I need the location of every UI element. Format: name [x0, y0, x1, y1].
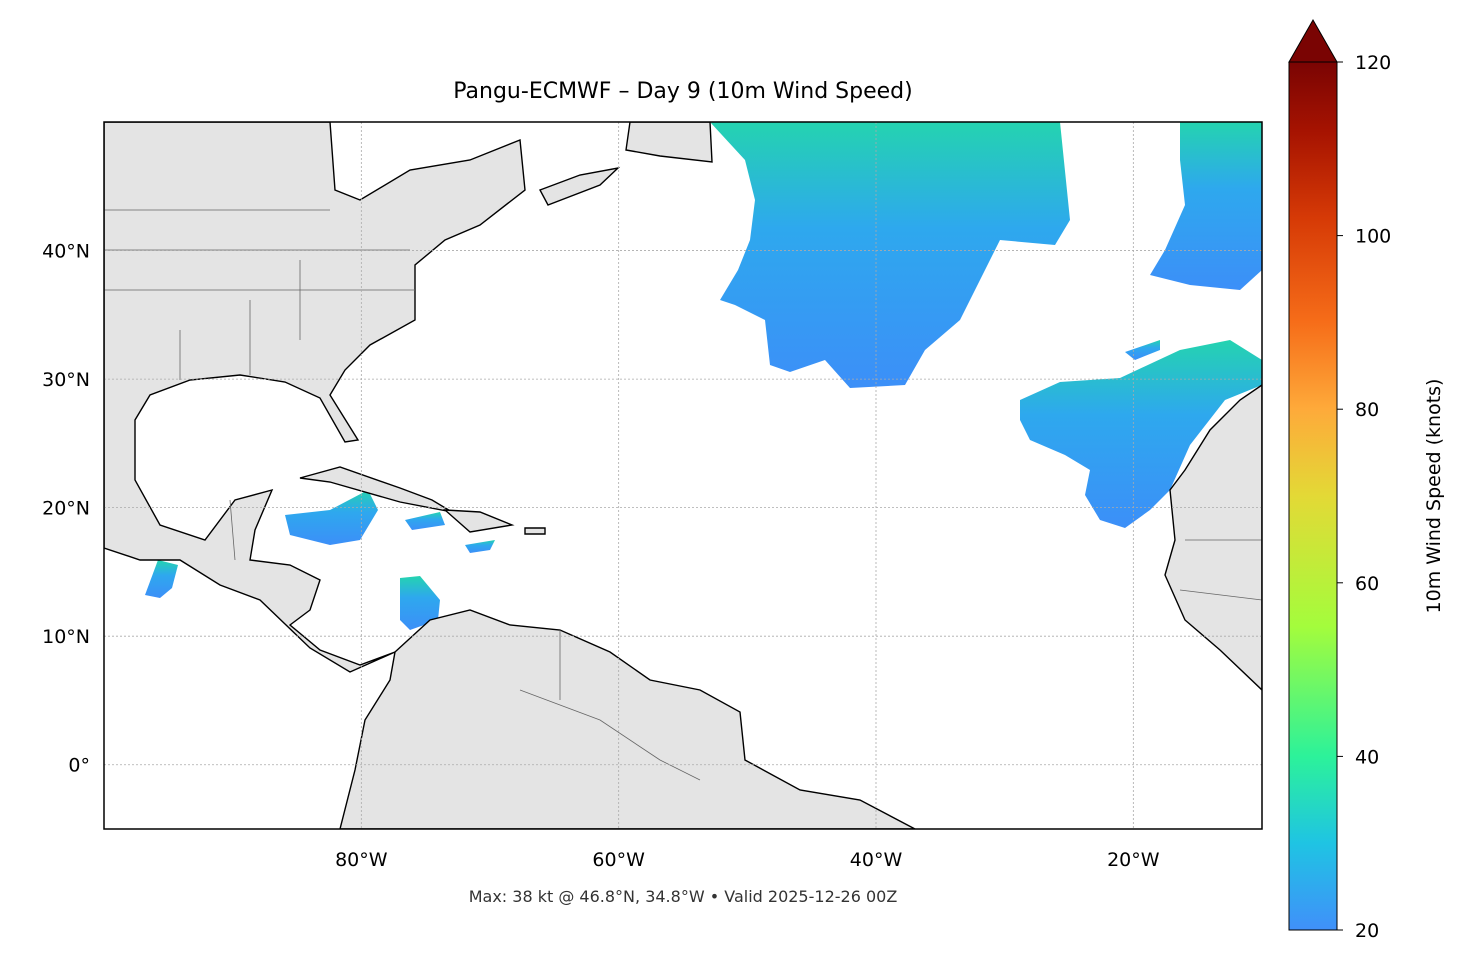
colorbar-tick-label: 20	[1355, 920, 1379, 942]
x-tick-label: 80°W	[335, 849, 388, 871]
footer: Max: 38 kt @ 46.8°N, 34.8°W • Valid 2025…	[469, 887, 898, 906]
x-tick-label: 20°W	[1107, 849, 1160, 871]
y-tick-label: 40°N	[42, 241, 90, 263]
map-title: Pangu-ECMWF – Day 9 (10m Wind Speed)	[453, 79, 912, 104]
colorbar-tick-label: 120	[1355, 52, 1391, 74]
south-america	[339, 609, 916, 829]
puerto-rico	[524, 527, 546, 535]
africa	[1164, 384, 1262, 691]
y-tick-label: 30°N	[42, 369, 90, 391]
wind-field	[145, 122, 1262, 630]
x-tick-label: 40°W	[850, 849, 903, 871]
y-tick-label: 10°N	[42, 626, 90, 648]
colorbar-tick-label: 80	[1355, 399, 1379, 421]
colorbar-label: 10m Wind Speed (knots)	[1423, 379, 1445, 614]
y-tick-label: 0°	[68, 755, 90, 777]
state-borders	[104, 209, 1262, 781]
colorbar-extend	[1288, 18, 1338, 63]
x-tick-label: 60°W	[592, 849, 645, 871]
greenland-coast	[625, 122, 713, 163]
y-tick-label: 20°N	[42, 498, 90, 520]
map-area	[104, 122, 1262, 829]
grid	[104, 122, 1262, 829]
map-frame	[103, 121, 1263, 830]
colorbar-tick-label: 100	[1355, 226, 1391, 248]
colorbar-tick-label: 40	[1355, 746, 1379, 768]
colorbar-tick-label: 60	[1355, 573, 1379, 595]
newfoundland	[539, 166, 621, 206]
colorbar	[1288, 61, 1338, 931]
hispaniola	[443, 509, 515, 533]
cuba	[299, 466, 453, 513]
north-america	[104, 122, 526, 673]
